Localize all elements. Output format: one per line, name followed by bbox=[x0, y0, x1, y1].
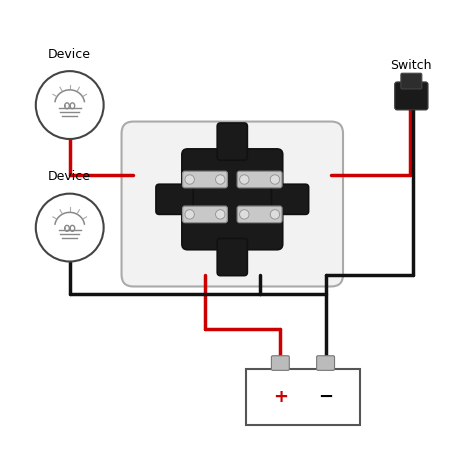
FancyBboxPatch shape bbox=[272, 356, 289, 370]
FancyBboxPatch shape bbox=[217, 238, 247, 276]
Circle shape bbox=[216, 175, 225, 184]
Text: Device: Device bbox=[48, 48, 91, 61]
FancyBboxPatch shape bbox=[182, 149, 283, 250]
FancyBboxPatch shape bbox=[401, 73, 422, 89]
Text: +: + bbox=[273, 388, 288, 406]
FancyBboxPatch shape bbox=[121, 121, 343, 286]
FancyBboxPatch shape bbox=[246, 369, 359, 426]
FancyBboxPatch shape bbox=[217, 123, 247, 160]
Circle shape bbox=[216, 210, 225, 219]
Circle shape bbox=[239, 175, 249, 184]
FancyBboxPatch shape bbox=[317, 356, 335, 370]
FancyBboxPatch shape bbox=[272, 184, 309, 214]
FancyBboxPatch shape bbox=[182, 206, 228, 223]
Circle shape bbox=[239, 210, 249, 219]
Circle shape bbox=[270, 175, 280, 184]
Text: Device: Device bbox=[48, 170, 91, 183]
Circle shape bbox=[36, 194, 104, 262]
FancyBboxPatch shape bbox=[182, 171, 228, 188]
FancyBboxPatch shape bbox=[237, 171, 282, 188]
FancyBboxPatch shape bbox=[156, 184, 193, 214]
Text: −: − bbox=[318, 388, 333, 406]
Circle shape bbox=[36, 71, 104, 139]
FancyBboxPatch shape bbox=[237, 206, 282, 223]
Text: Switch: Switch bbox=[391, 59, 432, 72]
FancyBboxPatch shape bbox=[395, 82, 428, 110]
Circle shape bbox=[185, 210, 194, 219]
Circle shape bbox=[270, 210, 280, 219]
Circle shape bbox=[185, 175, 194, 184]
